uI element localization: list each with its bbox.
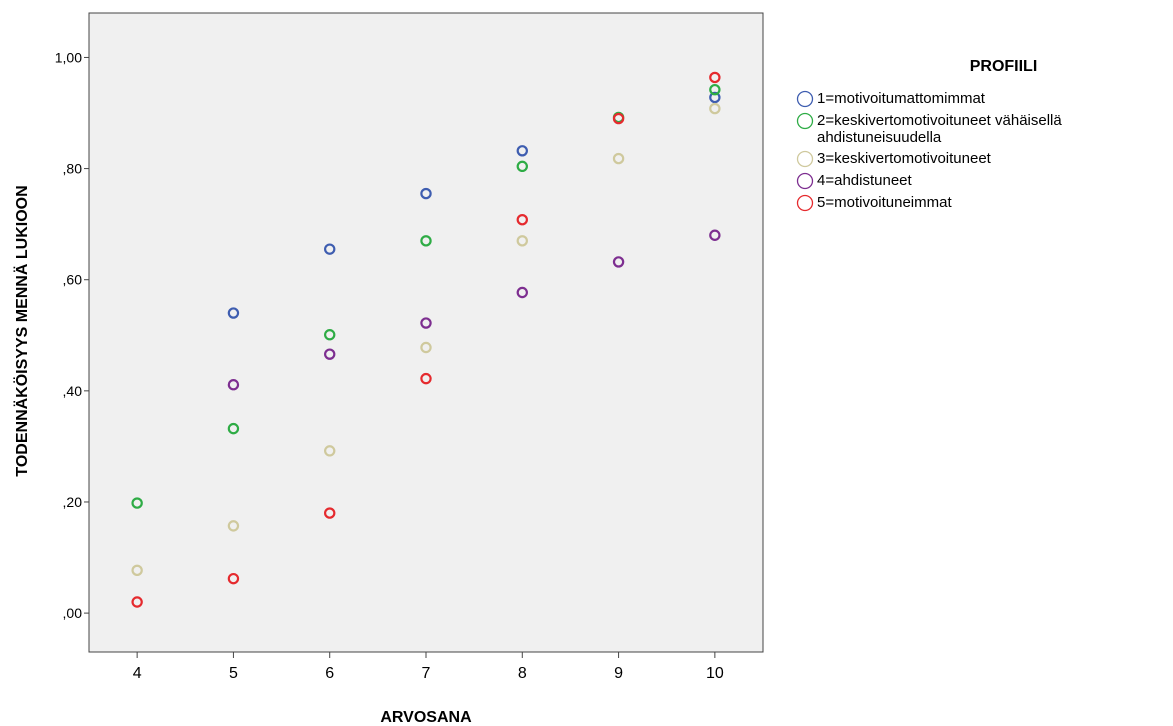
data-point-series-2 xyxy=(420,235,432,247)
legend: PROFIILI 1=motivoitumattomimmat 2=keskive… xyxy=(796,58,1171,216)
data-point-series-5 xyxy=(709,71,721,84)
legend-marker-icon xyxy=(796,112,814,130)
data-point-series-3 xyxy=(227,520,240,532)
y-tick-label: ,20 xyxy=(63,494,83,510)
legend-marker-icon xyxy=(796,90,814,108)
data-point-series-1 xyxy=(227,307,240,319)
data-point-series-1 xyxy=(516,145,528,157)
data-point-series-3 xyxy=(420,341,432,354)
legend-items: 1=motivoitumattomimmat 2=keskivertomotivo… xyxy=(796,90,1171,212)
y-axis-label: TODENNÄKÖISYYS MENNÄ LUKIOON xyxy=(12,185,31,476)
legend-label: 2=keskivertomotivoituneet vähäisellä ahd… xyxy=(817,112,1062,146)
x-tick-label: 10 xyxy=(706,665,724,682)
legend-marker-icon xyxy=(796,150,814,168)
data-point-series-1 xyxy=(709,91,721,104)
x-tick-label: 8 xyxy=(518,665,527,682)
data-point-series-4 xyxy=(324,348,336,360)
data-point-series-5 xyxy=(420,372,432,385)
x-axis: 4 5 6 7 8 9 10 xyxy=(133,652,724,682)
data-point-series-3 xyxy=(516,235,528,247)
data-point-series-4 xyxy=(516,286,528,299)
legend-label: 5=motivoituneimmat xyxy=(817,194,952,211)
legend-label: 4=ahdistuneet xyxy=(817,172,912,189)
x-axis-label: ARVOSANA xyxy=(380,709,472,726)
data-point-series-4 xyxy=(612,256,625,268)
x-tick-label: 9 xyxy=(614,665,623,682)
data-point-series-2 xyxy=(709,83,721,96)
legend-label: 3=keskivertomotivoituneet xyxy=(817,150,991,167)
data-point-series-5 xyxy=(324,507,336,519)
x-tick-label: 4 xyxy=(133,665,142,682)
plot-area xyxy=(88,12,764,653)
legend-label: 1=motivoitumattomimmat xyxy=(817,90,985,107)
data-point-series-5 xyxy=(516,214,528,226)
data-point-series-1 xyxy=(420,187,432,200)
data-point-series-2 xyxy=(324,329,336,341)
legend-item-2: 2=keskivertomotivoituneet vähäisellä ahd… xyxy=(796,112,1171,146)
x-tick-label: 5 xyxy=(229,665,238,682)
y-axis: ,00 ,20 ,40 ,60 ,80 1,00 xyxy=(55,49,89,621)
y-tick-label: ,00 xyxy=(63,605,83,621)
data-point-series-4 xyxy=(227,379,240,391)
y-tick-label: ,80 xyxy=(63,161,83,177)
legend-marker-icon xyxy=(796,172,814,190)
data-point-series-4 xyxy=(420,317,432,329)
x-tick-label: 6 xyxy=(325,665,334,682)
y-tick-label: ,40 xyxy=(63,383,83,399)
data-point-series-2 xyxy=(227,422,240,435)
legend-title: PROFIILI xyxy=(969,58,1038,75)
data-point-series-1 xyxy=(324,243,336,255)
data-point-series-3 xyxy=(612,152,625,165)
data-point-series-3 xyxy=(131,564,143,577)
data-point-series-3 xyxy=(709,102,721,115)
legend-item-3: 3=keskivertomotivoituneet xyxy=(796,150,1171,168)
data-points xyxy=(131,71,721,608)
y-tick-label: 1,00 xyxy=(55,49,82,65)
y-tick-label: ,60 xyxy=(63,272,83,288)
legend-marker-icon xyxy=(796,194,814,212)
data-point-series-5 xyxy=(227,572,240,585)
data-point-series-3 xyxy=(324,445,336,457)
legend-item-5: 5=motivoituneimmat xyxy=(796,194,1171,212)
data-point-series-2 xyxy=(516,160,528,173)
legend-item-1: 1=motivoitumattomimmat xyxy=(796,90,1171,108)
data-point-series-2 xyxy=(131,497,143,509)
x-tick-label: 7 xyxy=(422,665,431,682)
legend-item-4: 4=ahdistuneet xyxy=(796,172,1171,190)
data-point-series-5 xyxy=(612,112,625,125)
data-point-series-4 xyxy=(709,229,721,241)
data-point-series-5 xyxy=(131,596,143,608)
